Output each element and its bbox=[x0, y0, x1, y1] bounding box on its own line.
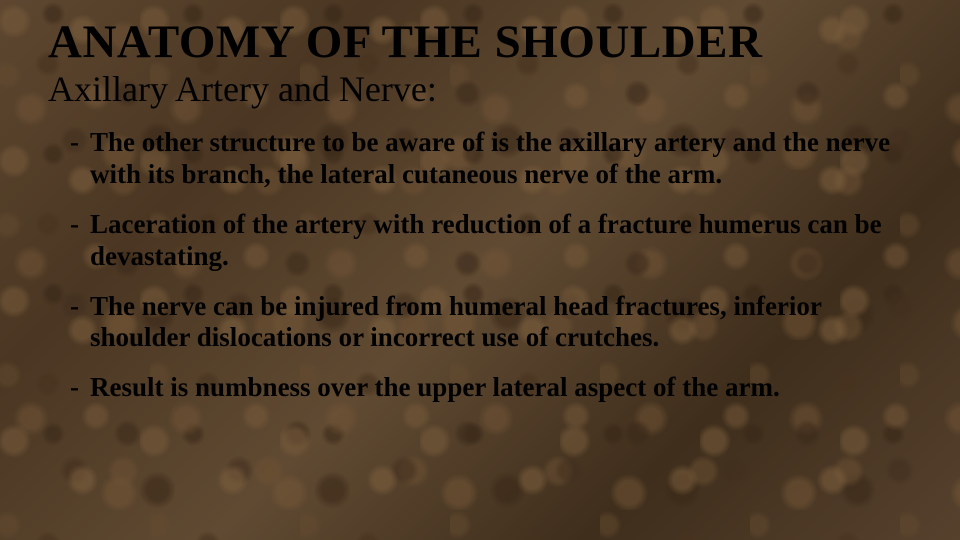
list-item: The other structure to be aware of is th… bbox=[70, 127, 912, 191]
list-item: Result is numbness over the upper latera… bbox=[70, 372, 912, 404]
slide-subtitle: Axillary Artery and Nerve: bbox=[48, 71, 912, 109]
list-item: Laceration of the artery with reduction … bbox=[70, 209, 912, 273]
list-item: The nerve can be injured from humeral he… bbox=[70, 291, 912, 355]
slide: ANATOMY OF THE SHOULDER Axillary Artery … bbox=[0, 0, 960, 540]
bullet-list: The other structure to be aware of is th… bbox=[48, 127, 912, 404]
slide-title: ANATOMY OF THE SHOULDER bbox=[48, 18, 912, 67]
